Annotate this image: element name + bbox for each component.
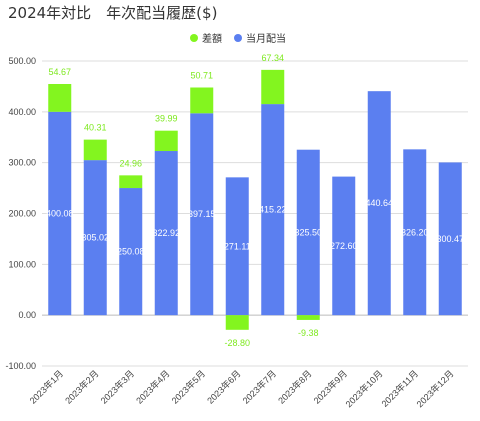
bar-monthly [332,176,356,316]
bar-monthly [296,149,320,316]
bar-monthly [225,177,249,316]
monthly-data-label: 326.20 [401,227,429,237]
x-tick-label: 2023年3月 [98,368,136,406]
x-tick-label: 2023年10月 [343,368,385,410]
x-tick-label: 2023年7月 [240,368,278,406]
bar-diff [83,139,107,161]
monthly-data-label: 250.08 [117,247,145,257]
x-tick-label: 2023年2月 [62,368,100,406]
y-tick-label: 100.00 [8,259,36,269]
monthly-data-label: 271.11 [224,241,251,251]
x-tick-label: 2023年5月 [169,368,207,406]
monthly-data-label: 305.02 [81,233,109,243]
monthly-data-label: 415.22 [259,205,287,215]
bar-monthly [83,160,107,316]
y-tick-label: 200.00 [8,209,36,219]
monthly-data-label: 400.08 [46,208,74,218]
bar-diff [154,130,178,152]
diff-data-label: 50.71 [190,71,213,81]
legend: 差額 当月配当 [190,30,286,45]
bar-diff [225,315,249,330]
chart-title: 2024年対比 年次配当履歴($) [8,4,218,22]
bar-diff [48,84,72,112]
y-tick-label: 500.00 [8,56,36,66]
monthly-data-label: 272.60 [330,241,358,251]
x-tick-label: 2023年6月 [204,368,242,406]
x-tick-label: 2023年12月 [414,368,456,410]
bar-diff [296,315,320,320]
bar-diff [261,69,285,105]
y-tick-label: -100.00 [5,361,36,371]
y-tick-label: 400.00 [8,107,36,117]
bar-monthly [438,162,462,316]
bar-diff [190,87,214,114]
bar-monthly [154,151,178,316]
x-tick-label: 2023年9月 [311,368,349,406]
bar-diff [119,175,143,189]
legend-item-monthly[interactable]: 当月配当 [234,30,286,45]
x-tick-label: 2023年8月 [275,368,313,406]
bar-monthly [48,111,72,316]
diff-data-label: 40.31 [84,123,107,133]
monthly-data-label: 440.64 [365,198,393,208]
diff-data-label: -9.38 [298,328,319,338]
monthly-data-label: 300.47 [436,234,464,244]
diff-data-label: 24.96 [119,158,142,168]
legend-label-diff: 差額 [202,34,222,45]
bar-monthly [403,149,427,316]
legend-item-diff[interactable]: 差額 [190,30,222,45]
monthly-data-label: 325.50 [294,227,322,237]
legend-swatch-diff [190,33,198,42]
legend-label-monthly: 当月配当 [246,34,286,45]
monthly-data-label: 322.92 [152,228,180,238]
bar-monthly [190,113,214,316]
y-tick-label: 0.00 [18,310,36,320]
diff-data-label: -28.80 [224,338,250,348]
monthly-data-label: 397.15 [188,209,216,219]
bar-monthly [367,91,391,316]
x-tick-label: 2023年1月 [27,368,65,406]
diff-data-label: 54.67 [48,67,71,77]
bar-monthly [119,188,143,316]
x-tick-label: 2023年4月 [133,368,171,406]
legend-swatch-monthly [234,33,242,42]
y-tick-label: 300.00 [8,158,36,168]
diff-data-label: 67.34 [261,53,284,63]
diff-data-label: 39.99 [155,114,178,124]
bar-monthly [261,104,285,316]
